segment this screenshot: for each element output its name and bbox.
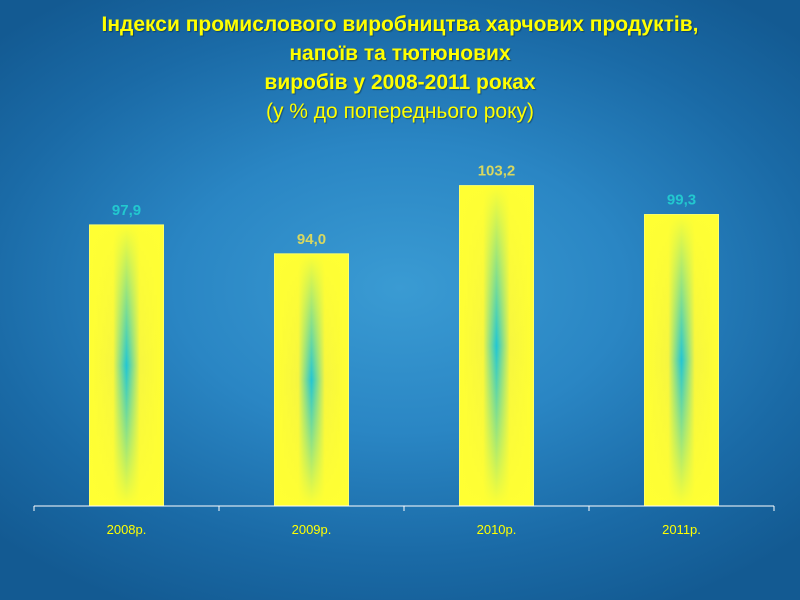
bar-2009р. [274, 253, 349, 507]
bar-highlight [89, 224, 164, 507]
bar-2008р. [89, 224, 164, 507]
slide-title-line-2: напоїв та тютюнових [289, 42, 511, 65]
slide-title-line-3: виробів у 2008-2011 роках [264, 71, 536, 94]
bar-2010р. [459, 185, 534, 507]
data-label: 94,0 [297, 231, 326, 248]
category-label: 2010р. [477, 522, 517, 537]
category-label: 2011р. [662, 522, 701, 537]
bar-2011р. [644, 214, 719, 507]
data-label: 103,2 [478, 163, 516, 180]
slide-subtitle: (у % до попереднього року) [265, 100, 535, 123]
slide-title-line-1: Індекси промислового виробництва харчови… [101, 13, 699, 36]
bar-highlight [459, 185, 534, 507]
category-label: 2009р. [292, 522, 332, 537]
data-label: 97,9 [112, 202, 141, 219]
slide-title-block: Індекси промислового виробництва харчови… [0, 10, 800, 126]
bar-highlight [644, 214, 719, 507]
bar-highlight [274, 253, 349, 507]
category-label: 2008р. [107, 522, 147, 537]
data-label: 99,3 [667, 192, 696, 209]
